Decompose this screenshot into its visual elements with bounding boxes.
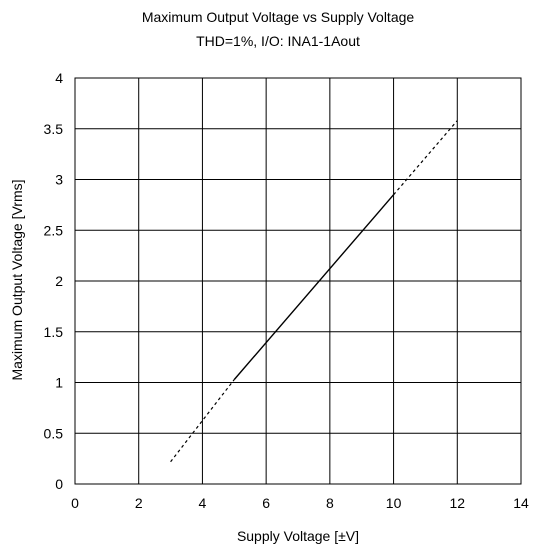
series-line-2 xyxy=(393,120,458,196)
y-tick-label-1: 0.5 xyxy=(44,425,64,441)
plot-frame xyxy=(74,77,522,485)
x-tick-label-2: 4 xyxy=(199,495,207,511)
y-tick-label-3: 1.5 xyxy=(44,324,64,340)
x-tick-label-7: 14 xyxy=(513,495,529,511)
x-tick-label-0: 0 xyxy=(71,495,79,511)
y-tick-labels: 0 0.5 1 1.5 2 2.5 3 3.5 4 xyxy=(44,70,64,492)
x-tick-label-4: 8 xyxy=(326,495,334,511)
series-line-0 xyxy=(170,379,235,463)
y-tick-label-7: 3.5 xyxy=(44,121,64,137)
x-tick-label-5: 10 xyxy=(386,495,402,511)
x-tick-labels: 0 2 4 6 8 10 12 14 xyxy=(71,495,529,511)
series-layer xyxy=(170,120,458,463)
chart-title: Maximum Output Voltage vs Supply Voltage xyxy=(142,9,415,25)
y-tick-label-8: 4 xyxy=(55,70,63,86)
y-axis-label: Maximum Output Voltage [Vrms] xyxy=(9,180,25,381)
x-axis-label: Supply Voltage [±V] xyxy=(237,528,359,544)
y-tick-label-4: 2 xyxy=(55,273,63,289)
y-tick-label-2: 1 xyxy=(55,375,63,391)
y-tick-label-5: 2.5 xyxy=(44,222,64,238)
chart-subtitle: THD=1%, I/O: INA1-1Aout xyxy=(196,33,360,49)
y-tick-label-0: 0 xyxy=(55,476,63,492)
x-tick-label-3: 6 xyxy=(262,495,270,511)
series-line-1 xyxy=(233,194,395,380)
x-tick-label-1: 2 xyxy=(135,495,143,511)
x-tick-label-6: 12 xyxy=(449,495,465,511)
y-tick-label-6: 3 xyxy=(55,172,63,188)
